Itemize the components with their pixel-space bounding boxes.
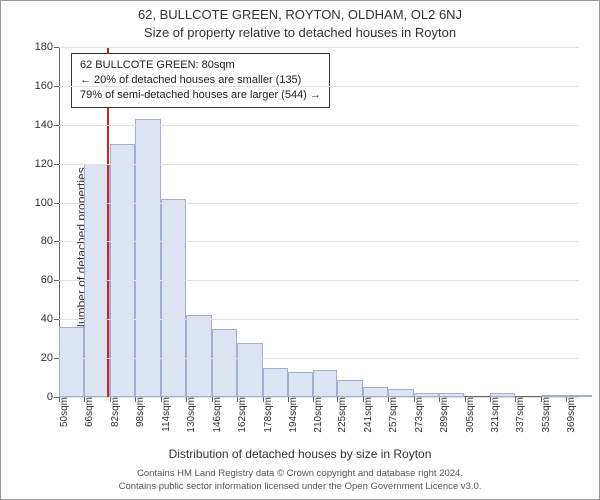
x-tick-label: 369sqm bbox=[562, 397, 577, 433]
x-tick-label: 289sqm bbox=[435, 397, 450, 433]
histogram-bar bbox=[313, 370, 337, 397]
grid-line bbox=[59, 358, 579, 359]
histogram-bar bbox=[388, 389, 413, 397]
histogram-bar bbox=[212, 329, 237, 397]
chart-title-line2: Size of property relative to detached ho… bbox=[1, 25, 599, 40]
plot-area: 62 BULLCOTE GREEN: 80sqm ← 20% of detach… bbox=[59, 47, 579, 397]
annotation-line3: 79% of semi-detached houses are larger (… bbox=[80, 88, 321, 103]
copyright-line1: Contains HM Land Registry data © Crown c… bbox=[1, 468, 599, 480]
x-tick-label: 257sqm bbox=[384, 397, 399, 433]
x-tick-label: 305sqm bbox=[461, 397, 476, 433]
x-tick-label: 82sqm bbox=[106, 397, 121, 427]
x-tick-label: 178sqm bbox=[259, 397, 274, 433]
grid-line bbox=[59, 164, 579, 165]
histogram-bar bbox=[263, 368, 288, 397]
y-tick-mark bbox=[54, 203, 59, 204]
x-tick-label: 273sqm bbox=[410, 397, 425, 433]
histogram-bar bbox=[186, 315, 211, 397]
y-tick-mark bbox=[54, 319, 59, 320]
x-tick-label: 337sqm bbox=[511, 397, 526, 433]
y-tick-mark bbox=[54, 125, 59, 126]
grid-line bbox=[59, 203, 579, 204]
x-axis-label: Distribution of detached houses by size … bbox=[1, 447, 599, 461]
grid-line bbox=[59, 47, 579, 48]
x-tick-label: 210sqm bbox=[309, 397, 324, 433]
x-tick-label: 66sqm bbox=[80, 397, 95, 427]
annotation-line1: 62 BULLCOTE GREEN: 80sqm bbox=[80, 58, 321, 73]
grid-line bbox=[59, 241, 579, 242]
x-tick-label: 321sqm bbox=[486, 397, 501, 433]
y-tick-mark bbox=[54, 358, 59, 359]
grid-line bbox=[59, 125, 579, 126]
y-tick-mark bbox=[54, 241, 59, 242]
x-tick-label: 50sqm bbox=[55, 397, 70, 427]
histogram-bar bbox=[161, 199, 186, 397]
grid-line bbox=[59, 280, 579, 281]
x-tick-label: 114sqm bbox=[157, 397, 172, 432]
histogram-bar bbox=[288, 372, 313, 397]
histogram-bar bbox=[363, 387, 388, 397]
x-tick-label: 98sqm bbox=[131, 397, 146, 427]
y-tick-mark bbox=[54, 280, 59, 281]
histogram-bar bbox=[135, 119, 160, 397]
x-tick-label: 225sqm bbox=[333, 397, 348, 433]
x-tick-label: 130sqm bbox=[182, 397, 197, 433]
x-tick-label: 353sqm bbox=[537, 397, 552, 433]
histogram-bar bbox=[237, 343, 262, 397]
x-tick-label: 194sqm bbox=[284, 397, 299, 433]
copyright-notice: Contains HM Land Registry data © Crown c… bbox=[1, 468, 599, 493]
x-tick-label: 241sqm bbox=[359, 397, 374, 433]
copyright-line2: Contains public sector information licen… bbox=[1, 481, 599, 493]
grid-line bbox=[59, 86, 579, 87]
histogram-bar bbox=[337, 380, 362, 398]
annotation-box: 62 BULLCOTE GREEN: 80sqm ← 20% of detach… bbox=[71, 53, 330, 108]
chart-container: 62, BULLCOTE GREEN, ROYTON, OLDHAM, OL2 … bbox=[0, 0, 600, 500]
y-tick-mark bbox=[54, 164, 59, 165]
x-tick-label: 162sqm bbox=[233, 397, 248, 433]
histogram-bar bbox=[59, 327, 84, 397]
grid-line bbox=[59, 319, 579, 320]
y-tick-mark bbox=[54, 47, 59, 48]
chart-title-line1: 62, BULLCOTE GREEN, ROYTON, OLDHAM, OL2 … bbox=[1, 7, 599, 22]
x-tick-label: 146sqm bbox=[208, 397, 223, 433]
y-tick-mark bbox=[54, 86, 59, 87]
